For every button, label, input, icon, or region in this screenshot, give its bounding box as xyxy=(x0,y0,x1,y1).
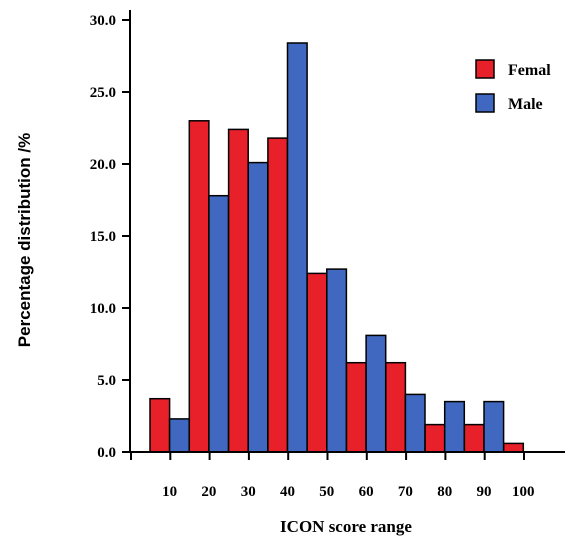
x-tick-label: 40 xyxy=(280,484,295,500)
y-tick-label: 10.0 xyxy=(90,301,116,317)
legend-swatch-femal xyxy=(475,59,495,79)
x-tick-label: 80 xyxy=(437,484,452,500)
bar-femal-60 xyxy=(345,361,367,453)
x-tick-label: 90 xyxy=(477,484,492,500)
bar-male-10 xyxy=(168,418,190,453)
bar-femal-70 xyxy=(385,361,407,453)
bar-male-60 xyxy=(365,334,387,453)
y-tick-label: 15.0 xyxy=(90,229,116,245)
bar-male-20 xyxy=(208,194,230,453)
y-tick-label: 0.0 xyxy=(97,445,116,461)
bar-male-80 xyxy=(443,400,466,453)
x-tick-label: 20 xyxy=(201,484,216,500)
x-tick-label: 50 xyxy=(319,484,334,500)
bar-femal-10 xyxy=(149,397,171,453)
y-tick-label: 30.0 xyxy=(90,13,116,29)
x-tick-label: 70 xyxy=(398,484,413,500)
y-axis-title: Percentage distribution /% xyxy=(15,133,34,347)
legend-label-femal: Femal xyxy=(508,62,551,79)
bar-male-90 xyxy=(483,400,505,453)
x-tick-label: 10 xyxy=(162,484,177,500)
x-axis-title: ICON score range xyxy=(280,517,412,536)
bar-femal-30 xyxy=(227,128,249,453)
bar-male-70 xyxy=(404,393,426,453)
bar-femal-80 xyxy=(424,423,446,453)
y-tick-label: 20.0 xyxy=(90,157,116,173)
axes xyxy=(129,10,565,453)
bar-femal-40 xyxy=(267,137,289,453)
x-tick-label: 30 xyxy=(241,484,256,500)
bar-male-30 xyxy=(247,161,269,453)
y-ticks: 0.0 5.0 10.0 15.0 20.0 25.0 30.0 xyxy=(90,13,130,461)
x-tick-label: 60 xyxy=(359,484,374,500)
bar-femal-20 xyxy=(188,120,210,453)
legend-swatch-male xyxy=(475,93,495,113)
bars xyxy=(149,42,525,453)
legend-label-male: Male xyxy=(508,96,543,113)
y-tick-label: 5.0 xyxy=(97,373,116,389)
bar-femal-50 xyxy=(306,272,328,453)
bar-femal-100 xyxy=(502,442,525,453)
x-tick-label: 100 xyxy=(512,484,535,500)
y-tick-label: 25.0 xyxy=(90,85,116,101)
x-ticks: 10 20 30 40 50 60 70 80 90 100 xyxy=(130,452,535,500)
bar-femal-90 xyxy=(463,423,485,453)
bar-male-40 xyxy=(286,42,308,453)
bar-male-50 xyxy=(326,268,348,453)
legend: Femal Male xyxy=(475,59,551,113)
